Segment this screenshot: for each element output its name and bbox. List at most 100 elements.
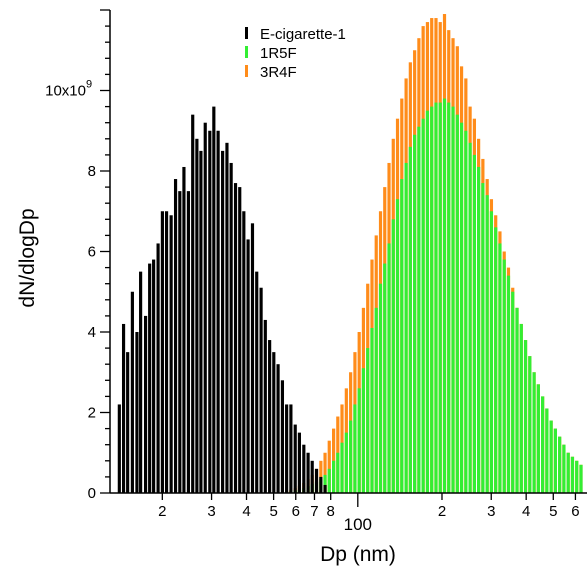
bar-e-cigarette-1 (272, 352, 276, 494)
bar-e-cigarette-1 (164, 211, 169, 493)
bar-1r5f (387, 243, 391, 493)
bar-1r5f (570, 456, 575, 493)
bar-1r5f (575, 460, 579, 493)
bar-1r5f (421, 118, 425, 494)
bar-1r5f (558, 436, 562, 493)
bar-1r5f (417, 126, 421, 493)
bar-e-cigarette-1 (242, 211, 246, 493)
bar-e-cigarette-1 (268, 340, 272, 493)
x-tick-label: 6 (292, 503, 300, 520)
bar-e-cigarette-1 (152, 259, 156, 493)
bar-1r5f (459, 122, 464, 493)
x-tick-label: 8 (327, 503, 335, 520)
bar-1r5f (349, 420, 353, 493)
bar-1r5f (545, 408, 549, 493)
y-tick-label: 2 (88, 405, 96, 422)
bar-e-cigarette-1 (208, 130, 212, 493)
bar-e-cigarette-1 (143, 315, 148, 493)
bar-e-cigarette-1 (169, 215, 173, 493)
bar-e-cigarette-1 (130, 291, 134, 493)
x-tick-label: 4 (522, 503, 530, 520)
bar-e-cigarette-1 (289, 404, 293, 493)
bar-e-cigarette-1 (323, 484, 327, 493)
bar-e-cigarette-1 (276, 364, 280, 493)
bar-e-cigarette-1 (280, 380, 285, 493)
bar-e-cigarette-1 (186, 191, 190, 494)
bar-1r5f (442, 98, 447, 494)
x-tick-label: 7 (310, 503, 318, 520)
bar-e-cigarette-1 (191, 114, 195, 494)
bar-e-cigarette-1 (156, 243, 160, 493)
bar-e-cigarette-1 (178, 191, 182, 494)
bar-e-cigarette-1 (160, 211, 164, 493)
bar-e-cigarette-1 (221, 150, 225, 494)
bar-1r5f (353, 404, 357, 493)
bar-e-cigarette-1 (250, 223, 255, 493)
bar-1r5f (532, 372, 536, 493)
bar-e-cigarette-1 (310, 460, 314, 493)
bar-e-cigarette-1 (199, 150, 203, 494)
bar-1r5f (438, 102, 442, 493)
bar-e-cigarette-1 (117, 404, 121, 493)
bar-1r5f (332, 460, 336, 493)
x-tick-label: 4 (242, 503, 250, 520)
bar-1r5f (515, 307, 519, 493)
bar-1r5f (374, 307, 378, 493)
bar-e-cigarette-1 (238, 187, 242, 493)
bar-1r5f (336, 452, 340, 493)
bar-e-cigarette-1 (148, 263, 152, 493)
bar-e-cigarette-1 (302, 444, 306, 493)
y-tick-label: 4 (88, 324, 96, 341)
bar-e-cigarette-1 (233, 183, 238, 493)
bar-1r5f (455, 114, 459, 494)
bar-1r5f (400, 179, 404, 494)
bar-e-cigarette-1 (255, 271, 259, 494)
bar-1r5f (395, 199, 400, 493)
bar-1r5f (528, 356, 532, 493)
legend-swatch-3r4f (245, 65, 248, 77)
bar-e-cigarette-1 (182, 166, 186, 493)
x-tick-label: 5 (549, 503, 557, 520)
bar-1r5f (327, 468, 331, 493)
bar-1r5f (519, 323, 523, 493)
bar-1r5f (434, 102, 438, 493)
bar-1r5f (404, 162, 408, 493)
bar-e-cigarette-1 (121, 323, 126, 493)
bar-1r5f (502, 259, 506, 493)
bar-e-cigarette-1 (216, 130, 220, 493)
bar-1r5f (366, 348, 370, 493)
bar-1r5f (511, 291, 515, 493)
bar-e-cigarette-1 (212, 106, 216, 493)
bar-1r5f (566, 452, 570, 493)
bar-1r5f (494, 227, 498, 493)
legend-label-e-cigarette: E-cigarette-1 (260, 26, 346, 43)
bar-3r4f (323, 452, 327, 493)
x-tick-label: 2 (438, 503, 446, 520)
bar-e-cigarette-1 (126, 352, 130, 494)
bar-1r5f (468, 142, 472, 493)
bar-1r5f (378, 283, 383, 493)
y-tick-exponent: 9 (86, 79, 92, 91)
bar-1r5f (413, 134, 417, 493)
bar-1r5f (425, 110, 430, 494)
x-axis-title: Dp (nm) (320, 543, 396, 566)
bar-e-cigarette-1 (173, 179, 178, 494)
bar-1r5f (523, 340, 528, 493)
bar-e-cigarette-1 (314, 468, 319, 493)
bar-1r5f (536, 384, 540, 493)
bar-1r5f (464, 130, 468, 493)
bar-1r5f (498, 243, 502, 493)
bar-e-cigarette-1 (259, 287, 263, 493)
bar-e-cigarette-1 (263, 319, 267, 493)
bar-1r5f (477, 166, 481, 493)
bar-1r5f (451, 106, 455, 493)
y-tick-label: 10x10 (45, 83, 86, 100)
bar-e-cigarette-1 (306, 452, 310, 493)
y-tick-label: 8 (88, 163, 96, 180)
bar-e-cigarette-1 (297, 432, 301, 494)
bar-e-cigarette-1 (293, 424, 297, 493)
bar-e-cigarette-1 (246, 239, 250, 493)
legend-swatch-1r5f (245, 46, 248, 58)
bar-1r5f (430, 106, 434, 493)
